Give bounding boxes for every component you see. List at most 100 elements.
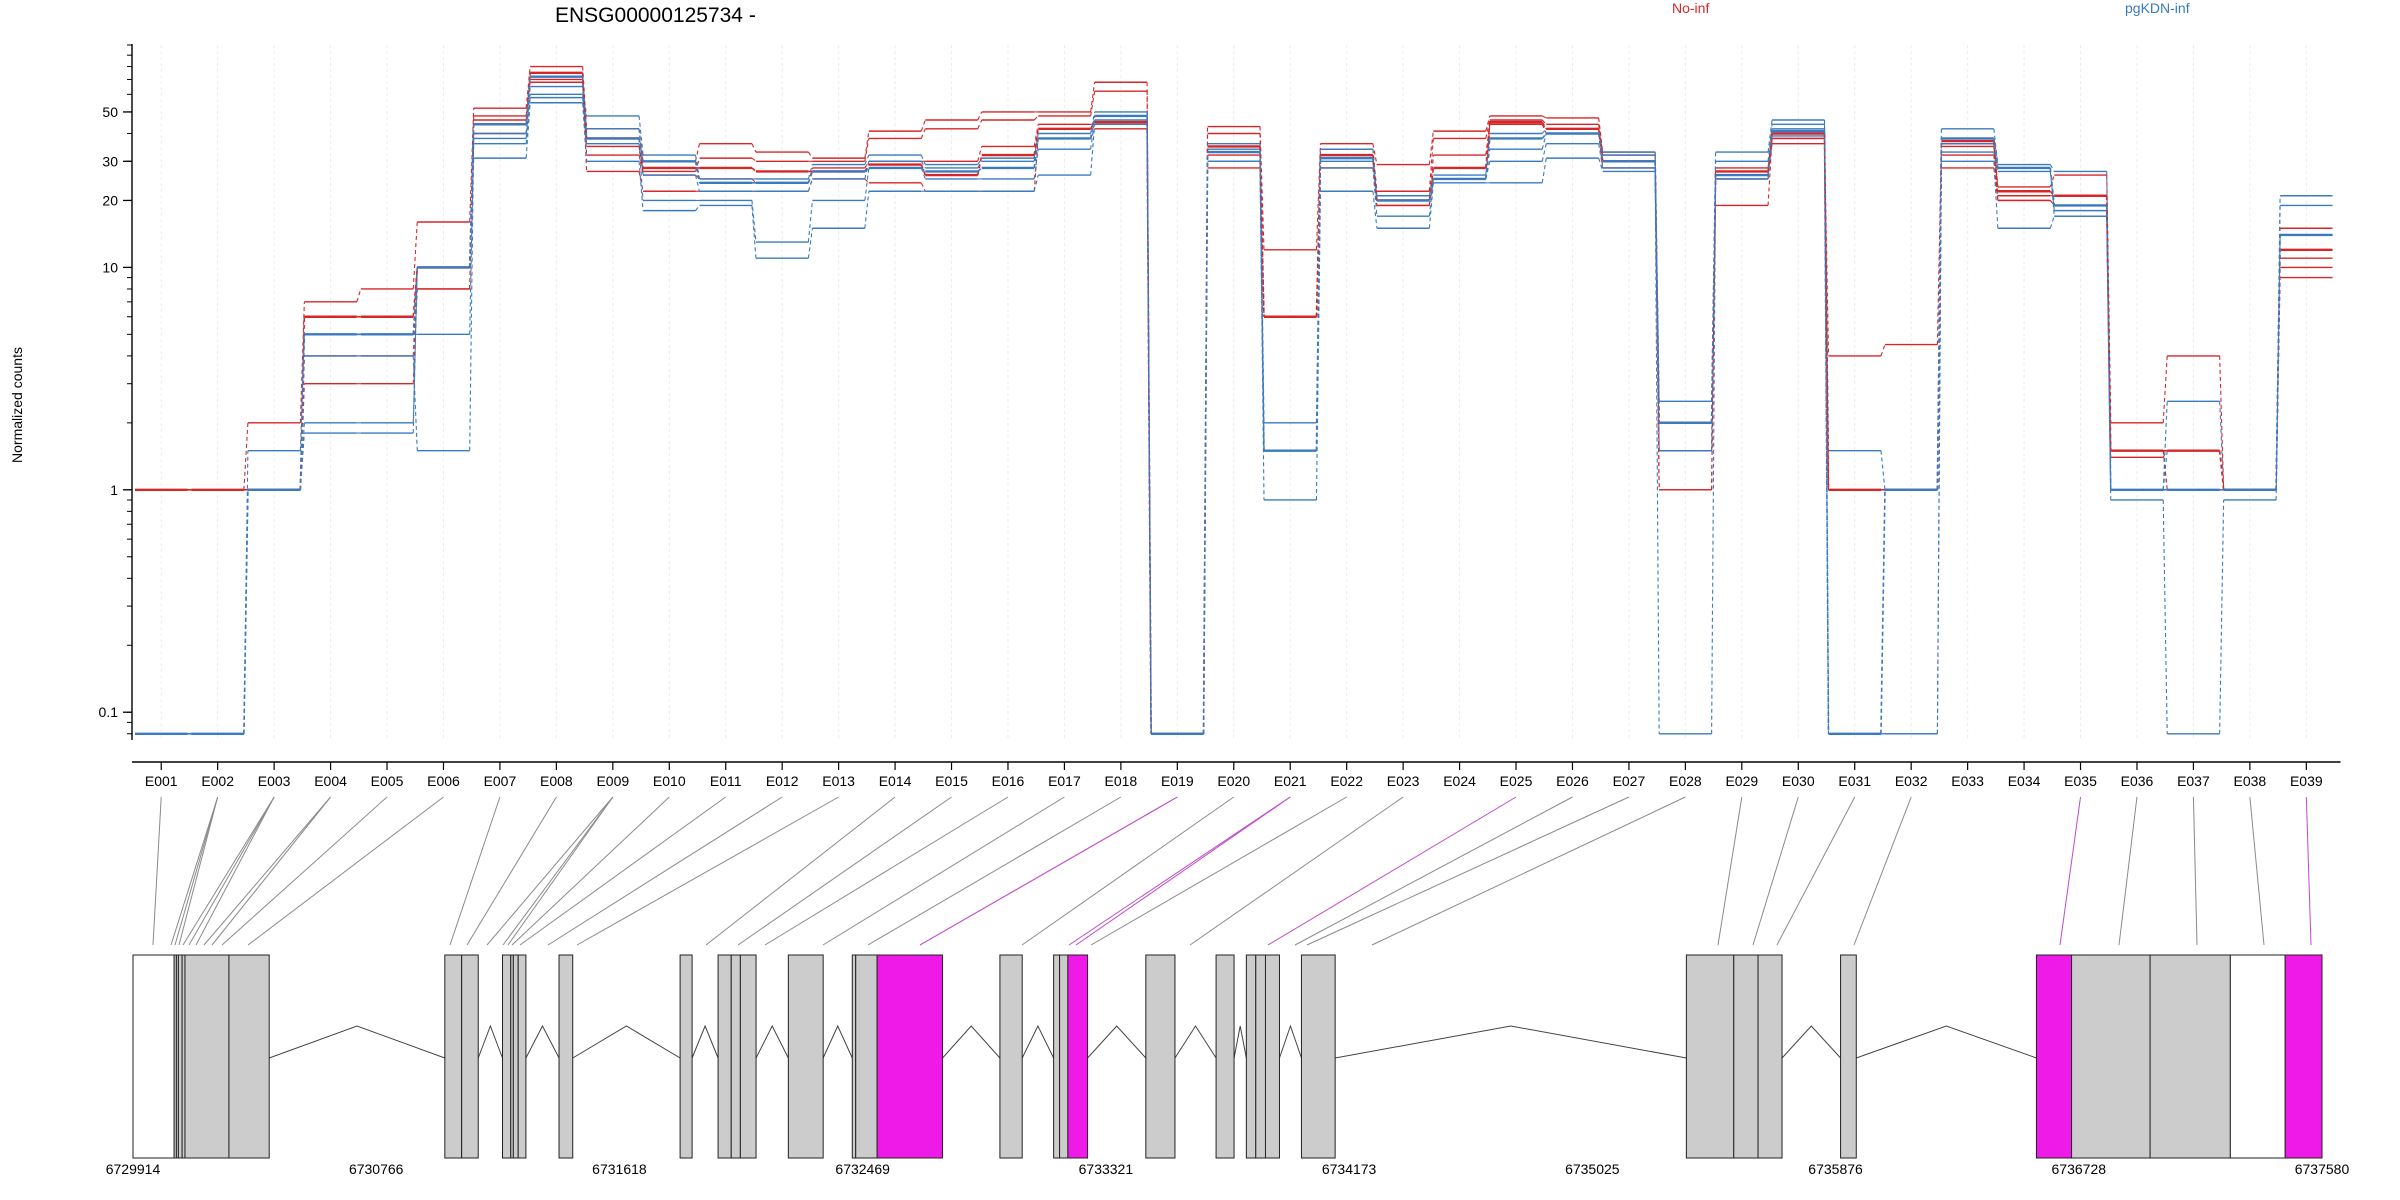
step-e028 — [1710, 175, 1717, 423]
intron-line — [691, 1024, 719, 1059]
step-e013 — [864, 167, 870, 173]
exon-box-39 — [2229, 954, 2286, 1159]
step-e030 — [1823, 133, 1830, 490]
intron-line — [477, 1024, 503, 1059]
step-e037 — [2219, 401, 2225, 490]
step-e006 — [468, 124, 475, 268]
x-tick-label-e011: E011 — [710, 773, 742, 789]
connector-e027 — [1306, 796, 1630, 946]
x-tick-label-e035: E035 — [2064, 773, 2097, 789]
connector-e012 — [547, 796, 783, 946]
step-e011 — [751, 143, 757, 153]
connector-e028 — [1371, 796, 1686, 946]
legend-no-inf: No-inf — [1672, 0, 1709, 16]
step-e009 — [638, 161, 644, 211]
x-tick-label-e006: E006 — [427, 773, 460, 789]
step-e017 — [1090, 124, 1096, 176]
series-5-pgkdn-inf-mean — [135, 75, 2333, 735]
step-e025 — [1541, 124, 1547, 134]
connector-e006 — [247, 796, 444, 946]
step-e029 — [1767, 124, 1773, 162]
step-e016 — [1033, 115, 1039, 121]
step-e009 — [638, 138, 644, 162]
x-tick-label-e033: E033 — [1951, 773, 1984, 789]
x-tick-label-e037: E037 — [2177, 773, 2210, 789]
step-e033 — [1993, 155, 1999, 201]
step-e035 — [2105, 195, 2112, 451]
step-e023 — [1428, 131, 1434, 165]
step-e034 — [2049, 190, 2055, 197]
step-e022 — [1372, 143, 1378, 165]
step-e014 — [920, 167, 926, 173]
exon-box-27 — [1215, 954, 1235, 1159]
exon-box-33 — [1733, 954, 1759, 1159]
step-e022 — [1372, 191, 1378, 229]
step-e013 — [864, 154, 870, 165]
x-tick-label-e008: E008 — [540, 773, 573, 789]
step-e031 — [1880, 450, 1886, 490]
intron-line — [755, 1024, 789, 1059]
connector-e019 — [919, 796, 1178, 946]
connector-e037 — [2192, 796, 2198, 946]
exon-box-11 — [512, 954, 519, 1159]
intron-line — [1278, 1024, 1302, 1059]
y-axis-label: Normalized counts — [9, 347, 25, 463]
step-e014 — [920, 161, 926, 169]
step-e017 — [1090, 119, 1096, 150]
connector-e001 — [152, 796, 162, 946]
step-e005 — [412, 355, 418, 451]
step-e027 — [1654, 161, 1660, 423]
connector-e007 — [449, 796, 501, 946]
step-e004 — [356, 288, 362, 303]
y-tick-label: 20 — [102, 192, 118, 208]
step-e026 — [1598, 124, 1604, 156]
x-tick-label-e001: E001 — [145, 773, 178, 789]
connector-e026 — [1294, 796, 1573, 946]
exon-box-0 — [132, 954, 175, 1159]
step-e038 — [2275, 234, 2281, 490]
y-tick-label: 0.1 — [99, 704, 119, 720]
connector-e030 — [1752, 796, 1799, 946]
exon-box-21 — [876, 954, 944, 1159]
gene-model: 6729914 6730766 6731618 6732469 6733321 67341… — [106, 954, 2349, 1177]
step-e008 — [582, 102, 588, 162]
exon-box-28 — [1245, 954, 1257, 1159]
exon-box-40 — [2284, 954, 2323, 1159]
step-e025 — [1541, 133, 1547, 139]
exon-box-18 — [787, 954, 824, 1159]
step-e024 — [1485, 122, 1491, 169]
step-e016 — [1033, 174, 1039, 192]
step-e025 — [1541, 133, 1547, 150]
x-tick-label-e034: E034 — [2008, 773, 2041, 789]
step-e022 — [1372, 158, 1378, 201]
step-e023 — [1428, 182, 1434, 229]
coordinate-tick-2: 6731618 — [592, 1161, 647, 1177]
intron-line — [525, 1024, 560, 1059]
step-e030 — [1823, 135, 1830, 734]
step-e017 — [1090, 82, 1096, 113]
exon-box-37 — [2071, 954, 2151, 1159]
step-e025 — [1541, 128, 1547, 134]
step-e016 — [1033, 138, 1039, 169]
step-e032 — [1936, 138, 1943, 490]
intron-line — [572, 1025, 681, 1059]
step-e003 — [299, 334, 305, 451]
exon-box-26 — [1145, 954, 1176, 1159]
x-tick-label-e004: E004 — [314, 773, 347, 789]
connector-e009 — [507, 796, 614, 946]
x-tick-label-e025: E025 — [1500, 773, 1533, 789]
exon-box-13 — [558, 954, 574, 1159]
coordinate-tick-1: 6730766 — [349, 1161, 404, 1177]
exon-box-36 — [2035, 954, 2073, 1159]
step-e028 — [1711, 178, 1717, 734]
step-e024 — [1485, 115, 1491, 132]
step-e020 — [1259, 152, 1265, 451]
step-e013 — [864, 178, 870, 184]
x-tick-label-e028: E028 — [1669, 773, 1702, 789]
x-tick-label-e021: E021 — [1274, 773, 1307, 789]
step-e021 — [1315, 155, 1322, 317]
step-e025 — [1542, 115, 1547, 119]
step-e010 — [695, 205, 700, 211]
step-e034 — [2049, 215, 2055, 229]
connector-e022 — [1090, 796, 1347, 946]
